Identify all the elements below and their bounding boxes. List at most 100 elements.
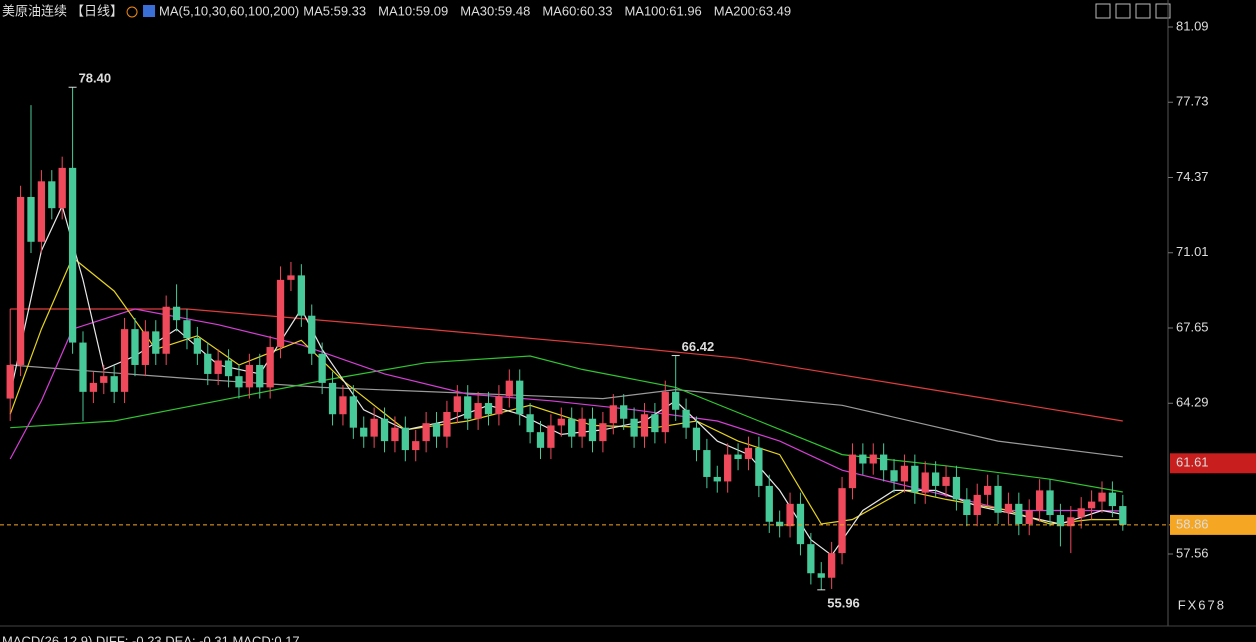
candle-body <box>484 403 493 415</box>
macd-header: MACD(26,12,9) DIFF: -0.23 DEA: -0.31 MAC… <box>2 633 300 642</box>
y-tick-label: 74.37 <box>1176 169 1209 184</box>
candle-body <box>474 403 482 419</box>
candle-body <box>838 488 846 554</box>
candle-body <box>16 196 25 365</box>
candle-body <box>973 494 981 516</box>
candle-body <box>1087 501 1096 509</box>
legend-entry: MA10:59.09 <box>378 3 448 18</box>
candle-body <box>963 499 971 516</box>
tool-icon[interactable] <box>1095 3 1111 19</box>
candle-body <box>27 196 35 242</box>
candle-body <box>204 353 212 374</box>
tool-icon[interactable] <box>1135 3 1151 19</box>
candle-body <box>724 454 732 482</box>
candle-body <box>983 485 992 495</box>
candle-body <box>443 412 451 437</box>
candle-body <box>1119 506 1127 525</box>
candle-body <box>68 167 77 343</box>
watermark: FX678 <box>1178 597 1226 612</box>
candle-body <box>952 476 961 500</box>
candle-body <box>110 376 118 392</box>
y-tick-label: 77.73 <box>1176 94 1209 109</box>
candle-body <box>869 454 877 464</box>
candle-body <box>931 472 940 486</box>
candle-body <box>890 470 898 482</box>
candle-body <box>401 427 409 451</box>
candle-body <box>276 279 285 348</box>
legend-entry: MA30:59.48 <box>460 3 530 18</box>
y-tick-label: 71.01 <box>1176 244 1209 259</box>
candle-body <box>37 181 46 242</box>
candle-body <box>796 503 805 545</box>
ma-line <box>9 204 1123 557</box>
candle-body <box>120 329 129 392</box>
candle-body <box>100 376 108 383</box>
candle-body <box>682 409 690 428</box>
ma-line <box>10 364 1123 458</box>
icon <box>143 5 156 17</box>
candle-body <box>308 315 316 354</box>
candle-body <box>692 427 701 451</box>
candle-body <box>526 414 534 433</box>
price-label: 58.86 <box>1176 516 1209 531</box>
candle-body <box>256 364 264 388</box>
candle-body <box>828 553 836 578</box>
candle-body <box>1046 490 1054 516</box>
candle-body <box>536 432 545 448</box>
candle-body <box>6 364 14 399</box>
y-tick-label: 57.56 <box>1176 545 1209 560</box>
candle-body <box>266 347 274 388</box>
price-box <box>1170 453 1256 474</box>
candle-body <box>58 167 66 209</box>
candle-body <box>807 544 815 574</box>
ma-title: MA(5,10,30,60,100,200) <box>159 3 299 18</box>
tool-icon[interactable] <box>1115 3 1131 19</box>
candle-body <box>505 380 513 397</box>
candle-body <box>453 396 461 413</box>
annotation-label: 55.96 <box>827 595 860 610</box>
legend-entry: MA100:61.96 <box>624 3 701 18</box>
candle-body <box>609 405 617 424</box>
candle-body <box>568 418 576 437</box>
candle-body <box>422 423 430 442</box>
candle-body <box>1015 503 1023 524</box>
period: 【日线】 <box>71 3 123 18</box>
candle-body <box>734 454 742 460</box>
candle-body <box>1056 515 1065 527</box>
candle-body <box>48 181 56 209</box>
price-label: 61.61 <box>1176 455 1209 470</box>
candle-body <box>921 472 929 493</box>
annotation-label: 66.42 <box>682 339 715 354</box>
candle-body <box>817 573 825 578</box>
candle-body <box>495 396 503 415</box>
candle-body <box>630 418 638 437</box>
legend-entry: MA5:59.33 <box>303 3 366 18</box>
candle-body <box>193 338 202 354</box>
candle-body <box>547 425 555 448</box>
candle-body <box>516 380 524 415</box>
candle-body <box>297 275 305 316</box>
candle-body <box>183 320 191 339</box>
candle-body <box>880 454 888 471</box>
candle-body <box>859 454 867 464</box>
candle-body <box>578 418 586 437</box>
candle-body <box>360 427 368 437</box>
candle-body <box>620 405 628 419</box>
candle-body <box>380 418 389 442</box>
tool-icon[interactable] <box>1155 3 1171 19</box>
toolbar <box>1095 3 1171 19</box>
legend-entry: MA200:63.49 <box>714 3 791 18</box>
candle-body <box>557 418 565 426</box>
candle-body <box>349 396 357 428</box>
candle-body <box>942 476 950 486</box>
y-tick-label: 67.65 <box>1176 319 1209 334</box>
candle-body <box>744 447 753 460</box>
candle-body <box>1067 517 1075 527</box>
candle-body <box>588 418 597 442</box>
candle-body <box>661 391 669 433</box>
candle-body <box>464 396 472 419</box>
candle-body <box>1077 508 1085 518</box>
candle-body <box>152 331 160 354</box>
candle-body <box>786 503 794 527</box>
